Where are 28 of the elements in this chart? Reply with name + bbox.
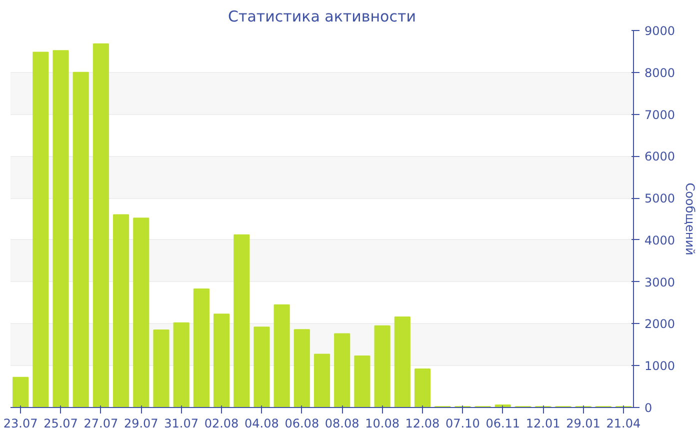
x-tick-label: 21.04: [606, 416, 641, 430]
x-tick-label: 27.07: [84, 416, 118, 430]
y-axis-title: Сообщений: [683, 182, 698, 256]
x-tick-label: 23.07: [3, 416, 38, 430]
x-tick-label: 12.01: [526, 416, 560, 430]
y-tick-label: 5000: [644, 192, 676, 206]
chart-title: Статистика активности: [228, 8, 416, 26]
x-tick-label: 25.07: [44, 416, 78, 430]
x-tick-label: 04.08: [244, 416, 279, 430]
x-tick-label: 12.08: [405, 416, 440, 430]
x-tick-label: 29.01: [566, 416, 600, 430]
y-tick-label: 1000: [644, 359, 676, 374]
y-tick-label: 6000: [644, 150, 676, 164]
x-tick-label: 06.08: [284, 416, 320, 430]
y-tick-label: 8000: [644, 66, 676, 80]
y-tick-label: 0: [644, 401, 652, 415]
x-tick-label: 06.11: [486, 416, 520, 430]
y-tick-label: 4000: [644, 233, 676, 248]
x-tick-label: 02.08: [204, 416, 239, 430]
x-tick-label: 10.08: [365, 416, 400, 430]
x-tick-label: 29.07: [124, 416, 158, 430]
x-tick-label: 08.08: [324, 416, 360, 430]
x-tick-label: 07.10: [446, 416, 480, 430]
y-tick-label: 9000: [644, 24, 676, 38]
y-tick-label: 2000: [644, 317, 676, 332]
x-tick-label: 31.07: [164, 416, 199, 430]
y-tick-label: 3000: [644, 275, 676, 290]
y-tick-label: 7000: [644, 108, 676, 122]
